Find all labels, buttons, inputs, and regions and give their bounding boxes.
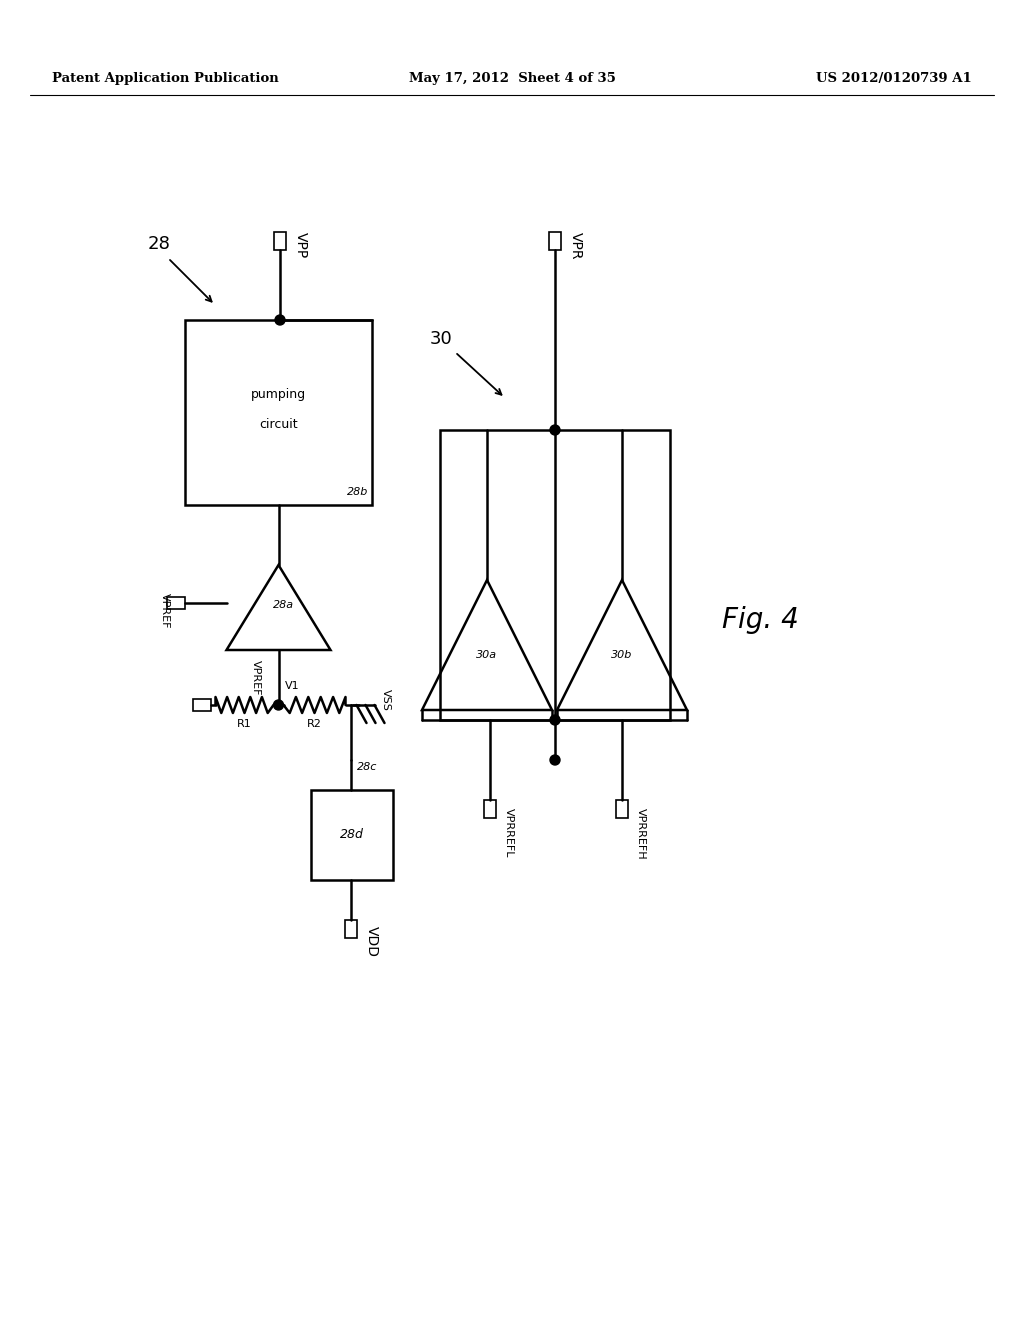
Text: May 17, 2012  Sheet 4 of 35: May 17, 2012 Sheet 4 of 35 (409, 73, 615, 84)
Bar (193, 700, 211, 711)
Text: VPP: VPP (294, 232, 308, 259)
Circle shape (550, 715, 560, 725)
Text: 28: 28 (148, 235, 171, 253)
Circle shape (550, 755, 560, 766)
Text: VDD: VDD (365, 927, 379, 957)
Text: 30b: 30b (611, 649, 633, 660)
Text: V1: V1 (285, 681, 299, 690)
Text: circuit: circuit (259, 418, 298, 432)
Bar (344, 920, 356, 939)
Text: VPRREFH: VPRREFH (636, 808, 646, 859)
Circle shape (273, 700, 284, 710)
Text: 30a: 30a (476, 649, 498, 660)
Bar (440, 430, 670, 719)
Bar (167, 597, 184, 610)
Bar (274, 232, 286, 249)
Circle shape (550, 425, 560, 436)
Text: 28b: 28b (347, 487, 368, 498)
Text: Patent Application Publication: Patent Application Publication (52, 73, 279, 84)
Bar (310, 789, 392, 880)
Text: VPREF: VPREF (160, 593, 170, 628)
Bar (185, 319, 372, 506)
Bar (616, 800, 628, 818)
Bar (549, 232, 561, 249)
Text: R2: R2 (307, 719, 322, 729)
Text: VPRREFL: VPRREFL (504, 808, 514, 858)
Text: VSS: VSS (381, 689, 390, 711)
Text: 28c: 28c (356, 762, 377, 772)
Text: pumping: pumping (251, 388, 306, 401)
Bar (484, 800, 496, 818)
Text: VPREF: VPREF (251, 660, 260, 696)
Text: 30: 30 (430, 330, 453, 348)
Text: US 2012/0120739 A1: US 2012/0120739 A1 (816, 73, 972, 84)
Circle shape (275, 315, 285, 325)
Text: VPR: VPR (569, 232, 583, 260)
Text: R1: R1 (238, 719, 252, 729)
Text: 28d: 28d (340, 829, 364, 842)
Text: Fig. 4: Fig. 4 (722, 606, 799, 634)
Text: 28a: 28a (273, 601, 294, 610)
